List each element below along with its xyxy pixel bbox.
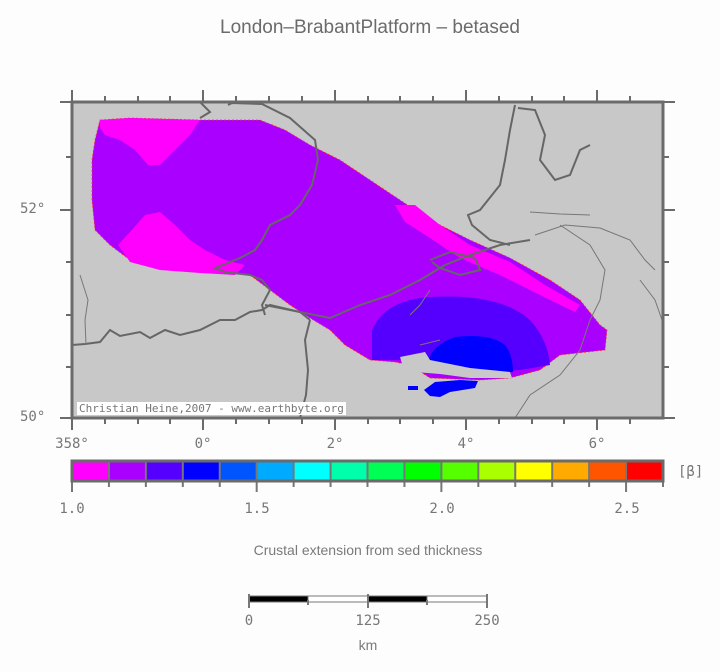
region-beta-1-3-fragment [408,386,418,390]
longitude-label: 358° [55,436,89,452]
colorbar [71,461,664,492]
longitude-label: 0° [194,436,212,452]
latitude-label: 52° [20,201,46,217]
coastline-scheldt [429,250,482,277]
river-thames-west [79,274,89,346]
colorbar-segment [108,461,147,481]
longitude-label: 4° [457,436,475,452]
region-beta-1-0-coastal [395,205,580,312]
river-belgium [409,289,441,346]
colorbar-unit: [β] [678,464,704,480]
colorbar-segment [145,461,184,481]
land-cutout [400,352,512,378]
colorbar-tick-label: 1.5 [244,501,270,517]
river-meuse [529,211,656,271]
scalebar-label: 125 [355,613,381,629]
colorbar-segment [219,461,258,481]
colorbar-segment [182,461,221,481]
latitude-label: 50° [20,409,46,425]
colorbar-title: Crustal extension from sed thickness [253,542,483,558]
coastlines [71,101,591,419]
longitude-label: 6° [588,436,606,452]
scalebar-unit: km [358,637,378,653]
region-beta-1-0-north [100,118,200,165]
colorbar-segment [515,461,553,481]
colorbar-tick-label: 2.0 [429,501,455,517]
colorbar-segment [330,461,368,481]
scalebar-label: 0 [244,613,254,629]
colorbar-segment [404,461,442,481]
region-beta-1-0-south [118,212,245,275]
colorbar-segment [552,461,590,481]
colorbar-frame [70,459,665,483]
rivers [79,211,663,419]
river-east [639,279,663,321]
coastline-netherlands [466,104,591,246]
colorbar-segment [441,461,479,481]
scalebar-label: 250 [474,613,500,629]
colorbar-segment [367,461,405,481]
coastline-england-east [199,101,320,316]
scalebar [248,594,488,608]
map-ticks [60,90,675,430]
region-beta-1-3 [428,336,513,373]
colorbar-segment [256,461,295,481]
colorbar-segment [478,461,516,481]
colorbar-segment [626,461,664,481]
coastline-france-belgium [264,239,531,320]
longitude-label: 2° [326,436,344,452]
map-title: London–BrabantPlatform – betased [220,17,520,38]
river-rhine [514,224,606,419]
colorbar-tick-label: 2.5 [614,501,640,517]
credit-label: Christian Heine,2007 - www.earthbyte.org [77,402,346,415]
colorbar-tick-label: 1.0 [59,501,85,517]
colorbar-segment [293,461,332,481]
colorbar-segment [589,461,627,481]
region-beta-1-3-island [424,380,478,397]
colorbar-segment [72,461,110,481]
